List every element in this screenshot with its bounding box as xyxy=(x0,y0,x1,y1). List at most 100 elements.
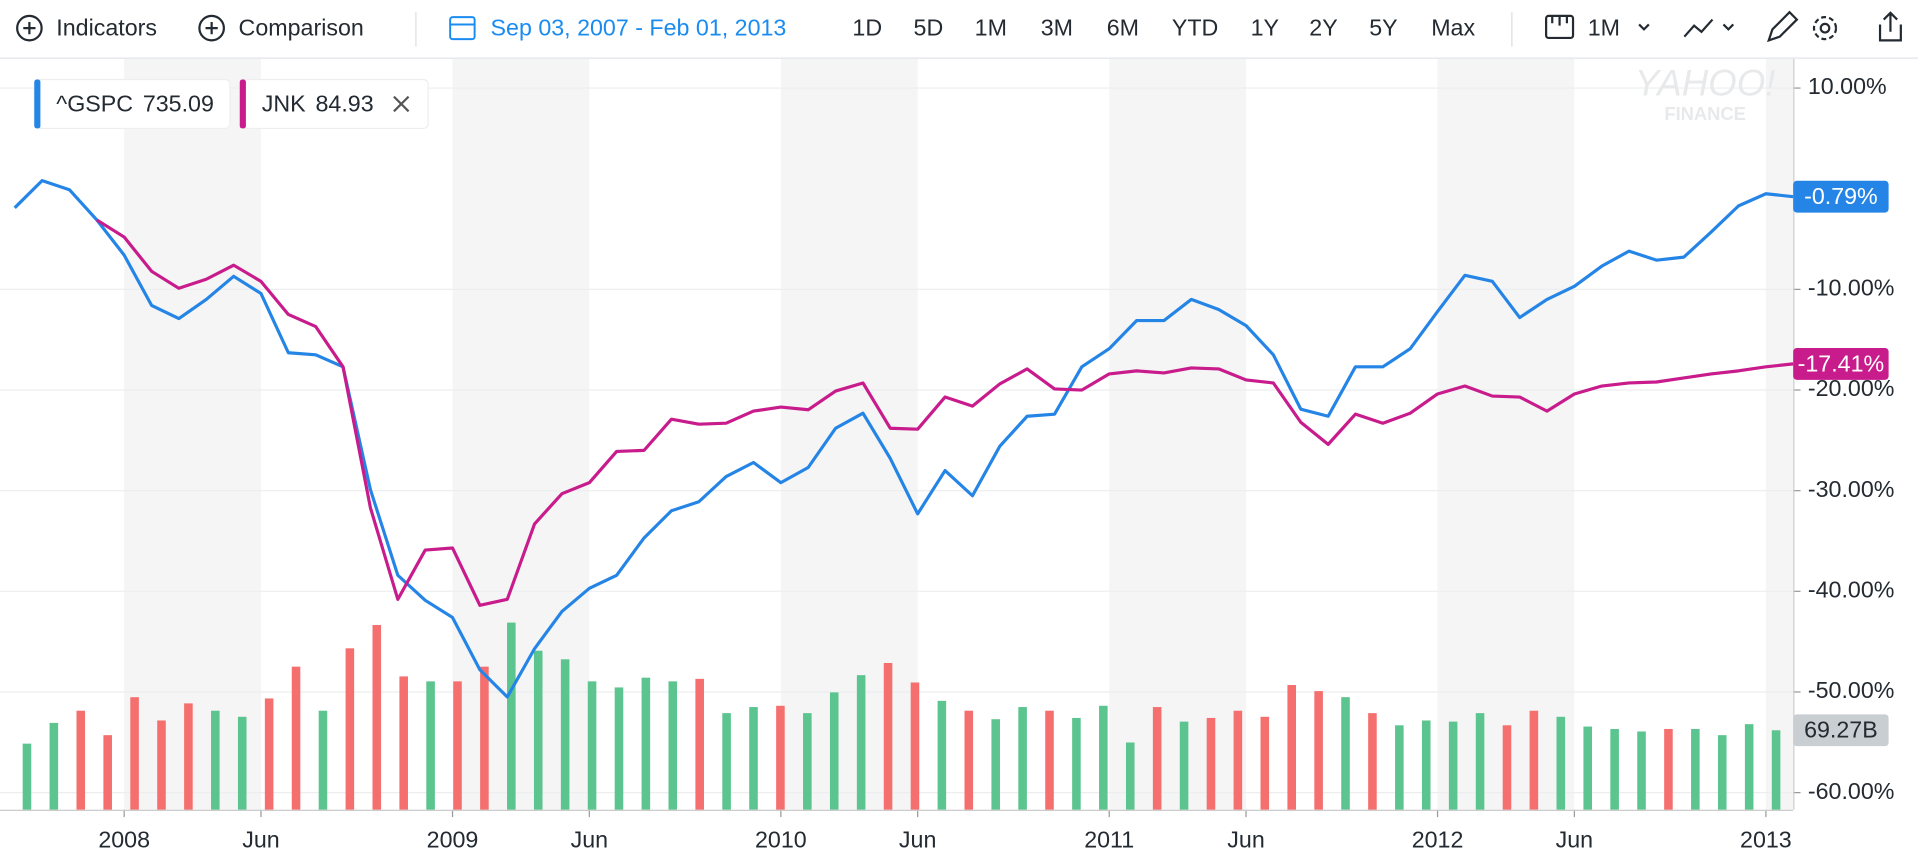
volume-badge xyxy=(1793,714,1889,747)
volume-bar xyxy=(776,705,785,810)
y-tick-label: -30.00% xyxy=(1808,476,1895,502)
series-line xyxy=(95,218,1794,607)
legend-name: ^GSPC xyxy=(56,90,133,116)
volume-bar xyxy=(587,681,597,810)
volume-bar xyxy=(1421,720,1431,810)
volume-bar xyxy=(345,648,355,810)
volume-bar xyxy=(991,719,1000,810)
volume-bar xyxy=(22,743,32,810)
range-button[interactable]: 1M xyxy=(975,14,1007,40)
volume-bar xyxy=(453,681,462,810)
x-tick-label: 2011 xyxy=(1084,827,1134,853)
calendar-icon xyxy=(449,16,476,41)
volume-bar xyxy=(1179,721,1189,810)
volume-bar xyxy=(372,625,382,810)
range-button[interactable]: 1D xyxy=(852,14,882,40)
volume-bar xyxy=(1717,735,1727,810)
range-button[interactable]: YTD xyxy=(1172,14,1218,40)
range-button[interactable]: 1Y xyxy=(1251,14,1279,40)
volume-bar xyxy=(910,682,920,810)
volume-bar xyxy=(1502,725,1512,810)
indicators-label: Indicators xyxy=(56,14,157,40)
date-range-label: Sep 03, 2007 - Feb 01, 2013 xyxy=(491,14,787,40)
volume-bar xyxy=(1771,730,1781,810)
volume-bar xyxy=(856,675,866,810)
legend: ^GSPC 735.09 JNK 84.93 xyxy=(33,78,429,130)
volume-bar xyxy=(318,710,328,810)
volume-bar xyxy=(264,698,274,810)
range-buttons: 1D 5D 1M 3M 6M YTD 1Y 2Y 5Y Max xyxy=(852,14,1475,40)
volume-bar xyxy=(1475,713,1485,810)
range-button[interactable]: Max xyxy=(1431,14,1475,40)
indicators-button[interactable]: Indicators xyxy=(16,14,157,42)
interval-button[interactable]: 1M xyxy=(1545,14,1650,40)
volume-bar xyxy=(829,692,839,810)
volume-bar xyxy=(399,676,408,810)
volume-bar xyxy=(695,678,704,810)
range-button[interactable]: 5D xyxy=(914,14,944,40)
volume-bar xyxy=(1152,707,1162,810)
share-button[interactable] xyxy=(1878,11,1902,42)
volume-bar xyxy=(237,716,247,810)
volume-badge-label: 69.27B xyxy=(1804,717,1878,743)
volume-bar xyxy=(1099,705,1108,810)
legend-swatch xyxy=(239,79,246,129)
shade-band xyxy=(1765,58,1794,810)
x-tick-label: 2012 xyxy=(1412,827,1464,853)
volume-bar xyxy=(1395,725,1404,810)
last-value-badge xyxy=(1793,348,1889,380)
watermark: FINANCE xyxy=(1664,103,1745,124)
volume-bar xyxy=(76,710,86,810)
x-tick-label: 2013 xyxy=(1740,827,1792,853)
draw-button[interactable] xyxy=(1766,10,1799,43)
interval-label: 1M xyxy=(1588,14,1620,40)
interval-icon xyxy=(1551,15,1569,26)
volume-bar xyxy=(1556,716,1566,810)
plus-icon xyxy=(198,14,225,42)
volume-bar xyxy=(964,710,974,810)
volume-bar xyxy=(103,735,112,810)
volume-bar xyxy=(1529,710,1539,810)
toolbar: Indicators Comparison Sep 03, 2007 - Feb… xyxy=(16,10,1902,47)
volume-bar xyxy=(1583,726,1592,810)
volume-bar xyxy=(533,650,543,810)
date-range-button[interactable]: Sep 03, 2007 - Feb 01, 2013 xyxy=(449,14,787,41)
gear-icon xyxy=(1819,22,1831,34)
volume-bar xyxy=(1664,728,1673,810)
volume-bar xyxy=(937,700,947,810)
range-button[interactable]: 2Y xyxy=(1309,14,1337,40)
last-value-badge xyxy=(1793,180,1889,213)
plus-icon xyxy=(16,14,43,42)
volume-bar xyxy=(49,722,59,810)
comparison-button[interactable]: Comparison xyxy=(198,14,364,42)
volume-bar xyxy=(1368,713,1377,810)
volume-bar xyxy=(1314,691,1323,810)
chevron xyxy=(1638,23,1650,31)
settings-button[interactable] xyxy=(1812,16,1838,41)
watermark: YAHOO! xyxy=(1635,62,1776,103)
gear-icon xyxy=(1812,16,1838,41)
volume-bar xyxy=(803,713,812,810)
volume-bar xyxy=(749,707,758,810)
range-button[interactable]: 6M xyxy=(1107,14,1139,40)
x-tick-label: Jun xyxy=(242,827,279,853)
x-tick-label: Jun xyxy=(1227,827,1264,853)
chart-type-button[interactable] xyxy=(1683,18,1735,38)
volume-bar xyxy=(1045,710,1054,810)
volume-bar xyxy=(1637,731,1646,810)
comparison-label: Comparison xyxy=(239,14,364,40)
volume-bar xyxy=(1287,685,1296,810)
volume-bar xyxy=(130,697,139,810)
volume-bar xyxy=(1260,716,1270,810)
legend-name: JNK xyxy=(262,90,306,116)
y-tick-label: -50.00% xyxy=(1808,677,1895,703)
range-button[interactable]: 5Y xyxy=(1369,14,1397,40)
volume-bar xyxy=(1691,728,1700,810)
remove-button[interactable] xyxy=(393,95,410,113)
volume-bar xyxy=(157,720,166,810)
legend-price: 84.93 xyxy=(315,90,373,116)
shade-band xyxy=(1109,58,1247,810)
range-button[interactable]: 3M xyxy=(1041,14,1073,40)
